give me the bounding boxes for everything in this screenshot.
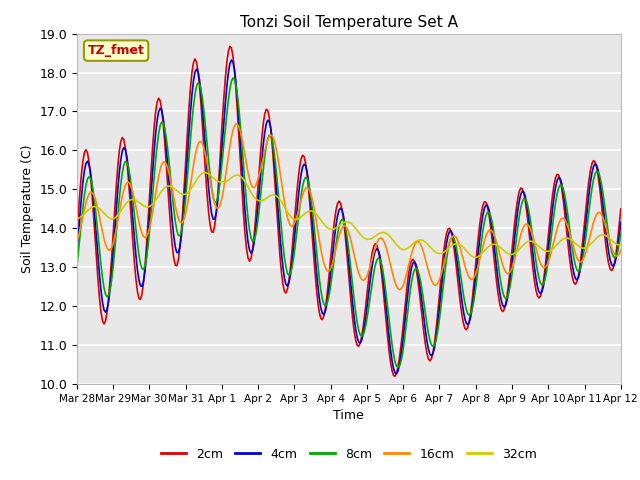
16cm — [237, 129, 244, 135]
32cm — [140, 203, 147, 209]
16cm — [396, 287, 403, 292]
32cm — [202, 170, 209, 176]
4cm — [312, 265, 320, 271]
2cm — [140, 280, 147, 286]
Text: TZ_fmet: TZ_fmet — [88, 44, 145, 57]
4cm — [237, 140, 244, 146]
32cm — [472, 254, 479, 260]
4cm — [617, 219, 625, 225]
2cm — [226, 44, 234, 49]
16cm — [589, 219, 597, 225]
2cm — [237, 161, 244, 167]
16cm — [264, 137, 271, 143]
8cm — [255, 212, 262, 217]
4cm — [393, 371, 401, 376]
4cm — [140, 278, 147, 284]
8cm — [264, 136, 271, 142]
2cm — [617, 206, 625, 212]
4cm — [589, 164, 597, 169]
16cm — [255, 174, 262, 180]
8cm — [237, 124, 244, 130]
8cm — [312, 246, 320, 252]
Y-axis label: Soil Temperature (C): Soil Temperature (C) — [20, 144, 34, 273]
2cm — [255, 175, 262, 181]
8cm — [394, 365, 402, 371]
Line: 8cm: 8cm — [77, 78, 621, 368]
32cm — [73, 216, 81, 221]
Line: 32cm: 32cm — [77, 173, 621, 257]
32cm — [237, 173, 244, 179]
Line: 2cm: 2cm — [77, 47, 621, 376]
16cm — [232, 121, 240, 127]
Legend: 2cm, 4cm, 8cm, 16cm, 32cm: 2cm, 4cm, 8cm, 16cm, 32cm — [156, 443, 541, 466]
32cm — [264, 194, 271, 200]
2cm — [589, 158, 597, 164]
X-axis label: Time: Time — [333, 409, 364, 422]
16cm — [140, 234, 147, 240]
2cm — [312, 284, 320, 289]
4cm — [73, 252, 81, 257]
16cm — [312, 218, 320, 224]
4cm — [228, 57, 236, 63]
8cm — [589, 177, 597, 182]
2cm — [264, 108, 271, 113]
32cm — [589, 238, 597, 244]
16cm — [617, 248, 625, 253]
16cm — [73, 239, 81, 245]
8cm — [73, 264, 81, 269]
32cm — [255, 198, 262, 204]
32cm — [617, 242, 625, 248]
2cm — [73, 233, 81, 239]
4cm — [264, 117, 271, 123]
Line: 4cm: 4cm — [77, 60, 621, 373]
8cm — [229, 75, 237, 81]
Line: 16cm: 16cm — [77, 124, 621, 289]
4cm — [255, 196, 262, 202]
8cm — [617, 230, 625, 236]
2cm — [391, 373, 399, 379]
Title: Tonzi Soil Temperature Set A: Tonzi Soil Temperature Set A — [240, 15, 458, 30]
8cm — [140, 266, 147, 272]
32cm — [312, 211, 320, 217]
